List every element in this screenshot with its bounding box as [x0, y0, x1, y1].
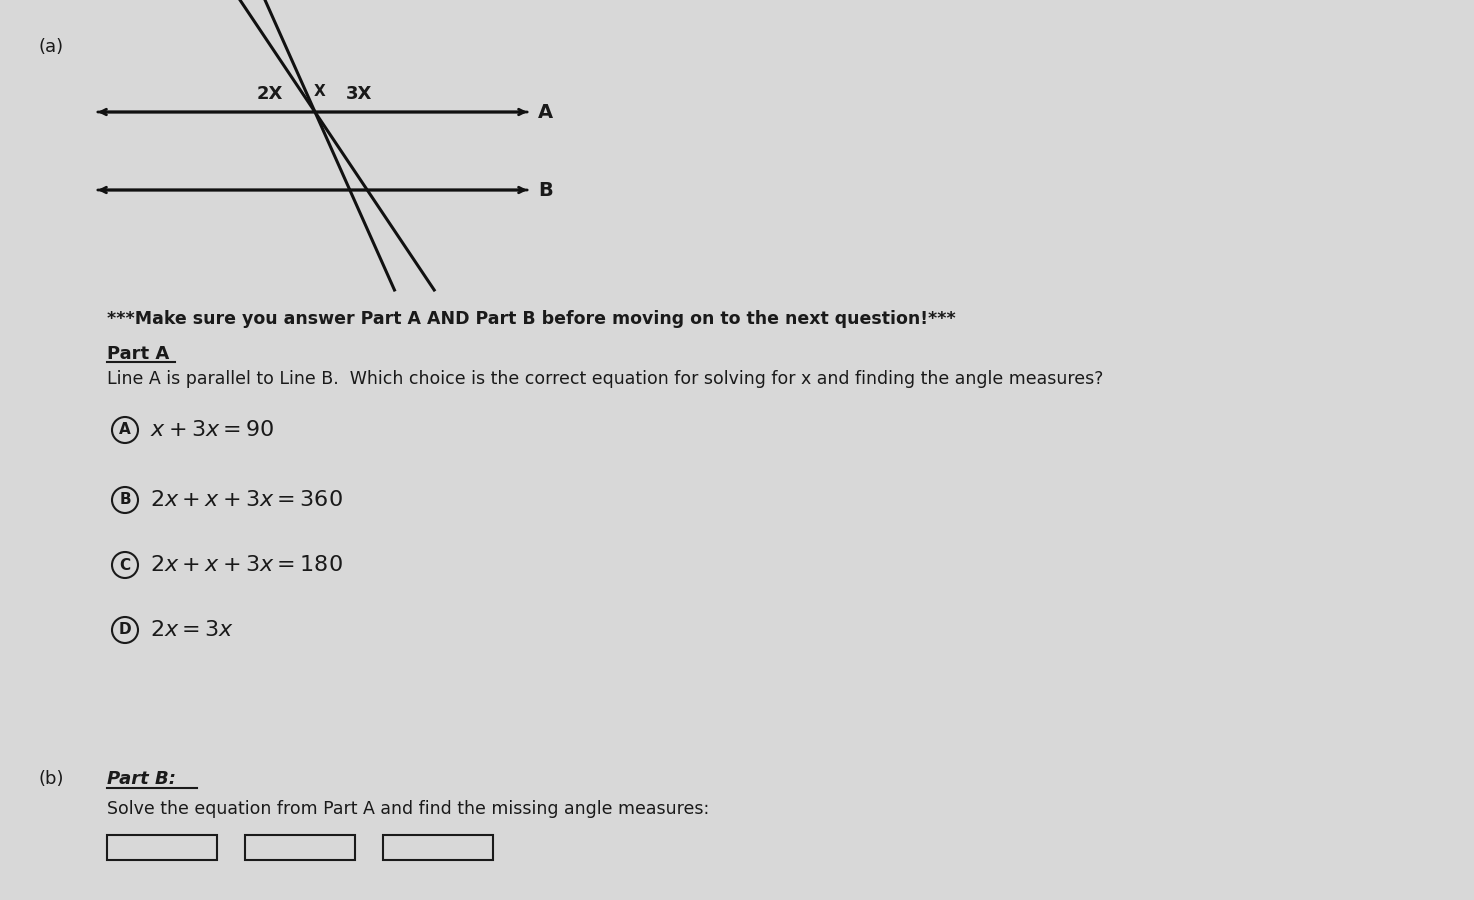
Text: $2x = 3x$: $2x = 3x$	[150, 619, 234, 641]
Text: 3X: 3X	[346, 85, 373, 103]
Text: C: C	[119, 557, 131, 572]
Bar	[383, 835, 492, 860]
Text: $2x + x + 3x = 180$: $2x + x + 3x = 180$	[150, 554, 343, 576]
Text: D: D	[119, 623, 131, 637]
Text: Part B:: Part B:	[108, 770, 175, 788]
Text: Line A is parallel to Line B.  Which choice is the correct equation for solving : Line A is parallel to Line B. Which choi…	[108, 370, 1104, 388]
Text: B: B	[538, 181, 553, 200]
Text: (a): (a)	[38, 38, 63, 56]
Text: A: A	[538, 103, 553, 122]
Text: A: A	[119, 422, 131, 437]
Text: $2x + x + 3x = 360$: $2x + x + 3x = 360$	[150, 489, 343, 511]
Text: (b): (b)	[38, 770, 63, 788]
Text: $x + 3x = 90$: $x + 3x = 90$	[150, 419, 274, 441]
Text: 2X: 2X	[256, 85, 283, 103]
Bar	[245, 835, 355, 860]
Text: Solve the equation from Part A and find the missing angle measures:: Solve the equation from Part A and find …	[108, 800, 709, 818]
Text: B: B	[119, 492, 131, 508]
Text: X: X	[314, 85, 326, 100]
Bar	[108, 835, 217, 860]
Text: Part A: Part A	[108, 345, 170, 363]
Text: ***Make sure you answer Part A AND Part B before moving on to the next question!: ***Make sure you answer Part A AND Part …	[108, 310, 955, 328]
